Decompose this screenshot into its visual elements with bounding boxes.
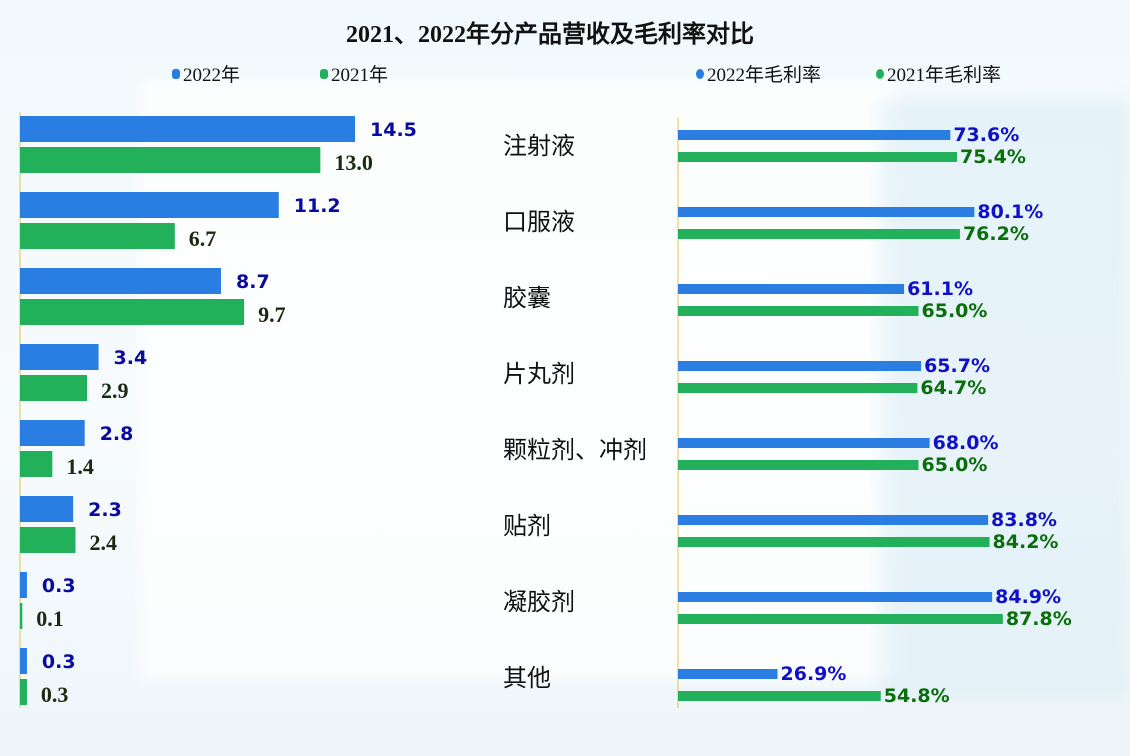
bar-2021-margin: [678, 691, 881, 701]
chart-title: 2021、2022年分产品营收及毛利率对比: [346, 22, 754, 48]
legend-label: 2022年: [183, 65, 241, 86]
data-label-2021-revenue: 1.4: [66, 454, 94, 479]
category-label: 颗粒剂、冲剂: [503, 436, 647, 464]
data-label-2022-margin: 73.6%: [953, 124, 1019, 146]
data-label-2021-revenue: 2.4: [89, 530, 117, 555]
bar-2022-margin: [678, 669, 778, 679]
bar-2022-revenue: [20, 192, 279, 218]
data-label-2021-revenue: 0.1: [36, 606, 64, 631]
bar-2022-revenue: [20, 496, 74, 522]
bar-2021-revenue: [20, 223, 175, 249]
data-label-2021-revenue: 9.7: [258, 302, 286, 327]
bar-2021-revenue: [20, 299, 245, 325]
data-label-2021-margin: 64.7%: [920, 377, 986, 399]
data-label-2022-margin: 26.9%: [781, 663, 847, 685]
bar-2022-margin: [678, 592, 993, 602]
bar-2022-margin: [678, 284, 905, 294]
category-label: 贴剂: [503, 512, 551, 540]
data-label-2022-margin: 80.1%: [977, 201, 1043, 223]
bar-2021-margin: [678, 152, 957, 162]
bar-2022-revenue: [20, 268, 221, 294]
legend-label: 2021年毛利率: [887, 65, 1002, 86]
legend-swatch-icon: [696, 68, 704, 79]
bar-2022-margin: [678, 361, 922, 371]
legend-swatch-icon: [172, 68, 180, 79]
bar-2021-margin: [678, 537, 990, 547]
bar-2021-margin: [678, 383, 918, 393]
legend-label: 2021年: [331, 65, 389, 86]
bar-2022-revenue: [20, 420, 85, 446]
bar-2022-revenue: [20, 116, 355, 142]
legend-label: 2022年毛利率: [707, 65, 822, 86]
data-label-2022-revenue: 2.3: [88, 499, 122, 521]
data-label-2022-margin: 84.9%: [995, 586, 1061, 608]
data-label-2021-revenue: 13.0: [334, 150, 373, 175]
legend-swatch-icon: [876, 68, 884, 79]
legend-item-2021: 2021年: [320, 60, 388, 87]
bar-2021-revenue: [20, 603, 23, 629]
data-label-2021-margin: 76.2%: [963, 223, 1029, 245]
category-label: 其他: [503, 664, 551, 692]
legend-swatch-icon: [320, 68, 328, 79]
data-label-2022-revenue: 14.5: [370, 119, 417, 141]
bar-2021-revenue: [20, 527, 76, 553]
data-label-2022-margin: 83.8%: [991, 509, 1057, 531]
bar-2022-revenue: [20, 572, 27, 598]
data-label-2021-margin: 65.0%: [922, 454, 988, 476]
bar-2022-revenue: [20, 648, 27, 674]
bar-2022-margin: [678, 438, 930, 448]
data-label-2022-revenue: 0.3: [42, 651, 76, 673]
data-label-2022-revenue: 3.4: [114, 347, 148, 369]
background-panel: [140, 80, 900, 680]
category-label: 注射液: [503, 132, 575, 160]
data-label-2022-margin: 65.7%: [924, 355, 990, 377]
data-label-2022-margin: 68.0%: [933, 432, 999, 454]
data-label-2021-margin: 54.8%: [884, 685, 950, 707]
data-label-2022-revenue: 11.2: [294, 195, 341, 217]
bar-2022-margin: [678, 207, 975, 217]
bar-2021-margin: [678, 614, 1003, 624]
bar-2022-margin: [678, 130, 951, 140]
category-label: 凝胶剂: [503, 588, 575, 616]
category-label: 片丸剂: [503, 360, 575, 388]
bar-2022-margin: [678, 515, 989, 525]
category-label: 胶囊: [503, 284, 551, 312]
bar-2021-margin: [678, 306, 919, 316]
bar-2021-revenue: [20, 147, 321, 173]
data-label-2021-margin: 87.8%: [1006, 608, 1072, 630]
bar-2022-revenue: [20, 344, 99, 370]
bar-2021-revenue: [20, 451, 53, 477]
legend-item-2021-margin: 2021年毛利率: [876, 60, 1001, 87]
bar-2021-margin: [678, 229, 960, 239]
data-label-2022-revenue: 0.3: [42, 575, 76, 597]
data-label-2021-margin: 75.4%: [960, 146, 1026, 168]
data-label-2021-revenue: 2.9: [101, 378, 129, 403]
bar-2021-revenue: [20, 375, 87, 401]
data-label-2022-margin: 61.1%: [907, 278, 973, 300]
data-label-2022-revenue: 2.8: [100, 423, 134, 445]
data-label-2021-revenue: 0.3: [41, 682, 68, 707]
data-label-2022-revenue: 8.7: [236, 271, 270, 293]
data-label-2021-margin: 65.0%: [922, 300, 988, 322]
data-label-2021-revenue: 6.7: [189, 226, 217, 251]
legend-item-2022: 2022年: [172, 60, 240, 87]
bar-2021-revenue: [20, 679, 27, 705]
data-label-2021-margin: 84.2%: [993, 531, 1059, 553]
category-label: 口服液: [503, 208, 575, 236]
bar-2021-margin: [678, 460, 919, 470]
legend-item-2022-margin: 2022年毛利率: [696, 60, 821, 87]
